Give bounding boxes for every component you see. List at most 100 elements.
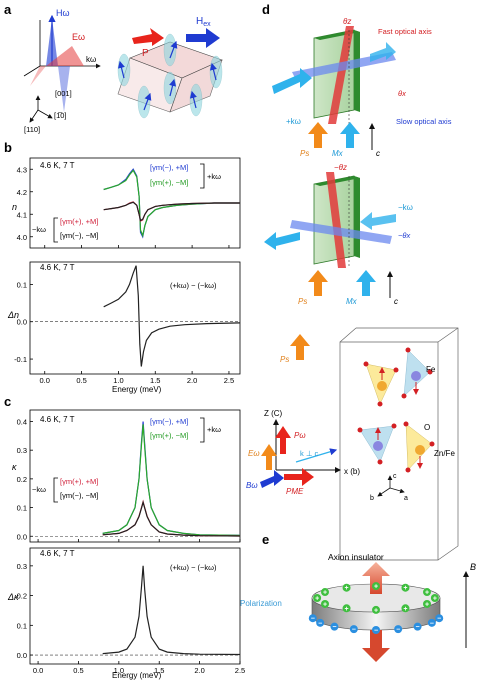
- dir-110-label: [110]: [24, 125, 40, 134]
- p-me-arrow: [284, 468, 314, 486]
- k-plus-arrow-out: [370, 42, 396, 62]
- mx-arrow: [340, 122, 360, 148]
- y-tick-label: 4.3: [17, 165, 27, 174]
- x-tick-label: 2.5: [224, 376, 234, 385]
- y-tick-label: 0.1: [17, 280, 27, 289]
- negative-charge: [372, 626, 380, 634]
- fast-axis-rod: [328, 26, 354, 124]
- e-omega-arrow: [261, 444, 277, 470]
- positive-charge: [372, 582, 380, 591]
- negative-charge: [394, 625, 403, 634]
- positive-charge: [321, 588, 330, 597]
- positive-charge: [342, 604, 351, 613]
- positive-charge: [430, 594, 439, 602]
- crystal-axis-1m10: [37, 109, 53, 119]
- b-omega-arrow: [260, 470, 284, 488]
- dir-001-label: [001]: [55, 89, 72, 98]
- plus-sign: +: [425, 590, 429, 597]
- series-line: [103, 169, 240, 238]
- panel-c-label: c: [4, 394, 11, 409]
- positive-charge: [401, 604, 410, 613]
- spin-arrow: [117, 60, 125, 79]
- x-tick-label: 1.5: [154, 666, 164, 675]
- panel-b: b 4.0 4.1 4.2 4.3 -0.1 0.0 0.1 0.0 0.5 1.0 1.5 2.0…: [4, 140, 241, 394]
- small-b-axis: [377, 487, 391, 497]
- legend-up-k: +kω: [207, 425, 221, 434]
- legend-dn-bracket: [53, 477, 58, 503]
- spin-arrow: [143, 92, 152, 111]
- panel-e-label: e: [262, 532, 269, 547]
- y-tick-label: 0.0: [17, 651, 27, 660]
- plot-frame: [29, 547, 241, 665]
- down-arrow: [362, 630, 390, 662]
- plus-sign: +: [345, 585, 349, 592]
- theta-x-label: θx: [398, 89, 406, 98]
- zn-fe-atom: [377, 381, 387, 391]
- panel-a: a Hω Eω kω [001] [1̅0] [110]: [4, 2, 223, 134]
- minus-sign: −: [396, 627, 400, 634]
- fe-atom: [373, 441, 383, 451]
- p-label: P: [142, 48, 149, 59]
- y-axis-label-delta-n: Δn: [7, 310, 19, 320]
- minus-sign: −: [352, 627, 356, 634]
- series-line: [102, 500, 241, 537]
- series-line: [102, 565, 241, 656]
- y-tick-label: 0.0: [17, 532, 27, 541]
- o-atom: [357, 427, 363, 433]
- small-a-label: a: [404, 495, 408, 502]
- e-wave-shape: [46, 46, 84, 66]
- o-atom: [363, 361, 369, 367]
- y-tick-label: 0.2: [17, 592, 27, 601]
- theta-z-neg-label: −θz: [334, 163, 347, 172]
- small-a-axis: [389, 487, 405, 494]
- legend-up-k: +kω: [207, 172, 221, 181]
- legend-up1: [γm(−), +M]: [150, 163, 188, 172]
- p-me-label: PME: [286, 487, 304, 496]
- plus-sign: +: [323, 590, 327, 597]
- negative-charge: [435, 614, 444, 623]
- p-omega-arrow: [275, 426, 291, 454]
- condition-label: 4.6 K, 7 T: [40, 161, 75, 170]
- o-atom: [393, 367, 399, 373]
- legend-up1: [γm(−), +M]: [150, 417, 188, 426]
- x-tick-label: 1.0: [114, 666, 124, 675]
- negative-charge: [308, 614, 317, 623]
- h-wave-lower-shape: [58, 66, 70, 112]
- slow-axis-label: Slow optical axis: [396, 117, 452, 126]
- panel-d-label: d: [262, 2, 270, 17]
- hex-label: Hex: [196, 16, 211, 28]
- theta-z-label: θz: [343, 17, 351, 26]
- y-tick-label: 4.1: [17, 210, 27, 219]
- x-tick-label: 2.0: [194, 666, 204, 675]
- ps-label: Ps: [298, 297, 307, 306]
- ps-arrow: [308, 122, 328, 148]
- panel-d: d θz Fast optical axis θx Slow optical a…: [246, 2, 459, 561]
- condition-label-bottom: 4.6 K, 7 T: [40, 549, 75, 558]
- negative-charge: [316, 618, 325, 627]
- y-tick-label: -0.1: [14, 355, 27, 364]
- spin-arrow: [169, 78, 177, 97]
- axis-oblique-line: [23, 65, 41, 77]
- slab-edge: [354, 30, 360, 112]
- x-tick-label: 1.0: [113, 376, 123, 385]
- positive-charge: [342, 583, 351, 592]
- spin-arrow: [189, 90, 197, 109]
- plus-sign: +: [345, 606, 349, 613]
- spin-precession-cone: [163, 71, 177, 105]
- plus-sign: +: [323, 601, 327, 608]
- plot-frame: [29, 261, 241, 375]
- up-arrow: [362, 562, 390, 594]
- o-atom: [405, 467, 411, 473]
- legend-up2: [γm(+), −M]: [150, 178, 188, 187]
- spin-precession-cone: [137, 85, 151, 119]
- k-plus-arrow: [272, 68, 312, 94]
- b-omega-label: Bω: [246, 481, 258, 490]
- o-atom: [391, 423, 397, 429]
- minus-sign: −: [437, 616, 441, 623]
- legend-dn1: [γm(+), +M]: [60, 217, 98, 226]
- y-tick-label: 0.2: [17, 475, 27, 484]
- x-b-label: x (b): [344, 467, 360, 476]
- legend-up2: [γm(+), −M]: [150, 431, 188, 440]
- unit-cell: [339, 327, 459, 561]
